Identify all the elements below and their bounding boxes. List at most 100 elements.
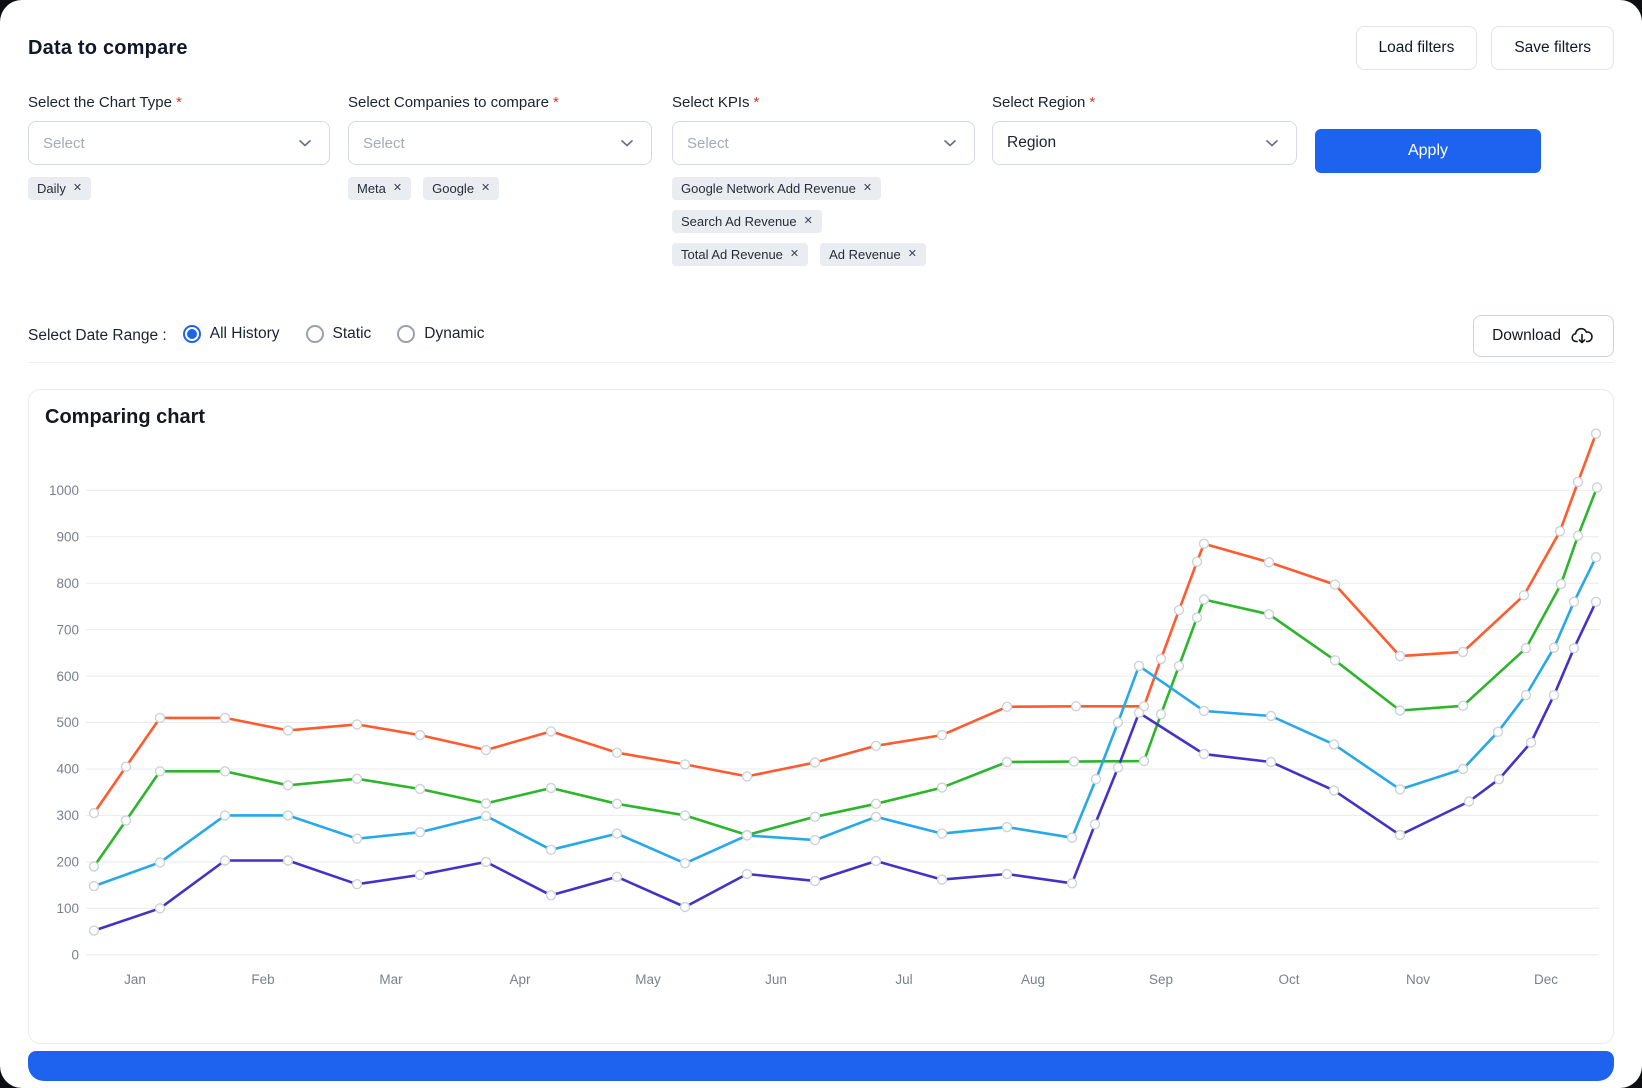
filter-select[interactable]: Select xyxy=(28,121,330,165)
chip-remove-icon[interactable]: ✕ xyxy=(481,183,490,194)
data-point-marker xyxy=(1592,597,1601,606)
data-point-marker xyxy=(1157,654,1166,663)
load-filters-button[interactable]: Load filters xyxy=(1356,26,1478,70)
data-point-marker xyxy=(1396,652,1405,661)
y-axis-tick-label: 100 xyxy=(56,901,79,916)
data-point-marker xyxy=(1265,558,1274,567)
data-point-marker xyxy=(613,872,622,881)
data-point-marker xyxy=(1331,656,1340,665)
filter-chip[interactable]: Ad Revenue✕ xyxy=(820,243,926,266)
data-point-marker xyxy=(743,772,752,781)
chip-remove-icon[interactable]: ✕ xyxy=(863,183,872,194)
filter-chip[interactable]: Total Ad Revenue✕ xyxy=(672,243,808,266)
data-point-marker xyxy=(872,857,881,866)
data-point-marker xyxy=(1396,706,1405,715)
data-point-marker xyxy=(1459,647,1468,656)
data-point-marker xyxy=(284,856,293,865)
data-point-marker xyxy=(1330,740,1339,749)
filter-chip[interactable]: Google✕ xyxy=(423,177,499,200)
data-point-marker xyxy=(482,857,491,866)
save-filters-button[interactable]: Save filters xyxy=(1491,26,1614,70)
radio-unselected-icon[interactable] xyxy=(397,325,415,343)
data-point-marker xyxy=(938,829,947,838)
data-point-marker xyxy=(1135,708,1144,717)
data-point-marker xyxy=(547,727,556,736)
data-point-marker xyxy=(122,816,131,825)
y-axis-tick-label: 400 xyxy=(56,762,79,777)
filter-chip[interactable]: Daily✕ xyxy=(28,177,91,200)
y-axis-tick-label: 200 xyxy=(56,855,79,870)
filter-chip[interactable]: Google Network Add Revenue✕ xyxy=(672,177,881,200)
data-point-marker xyxy=(1396,785,1405,794)
data-point-marker xyxy=(416,785,425,794)
data-point-marker xyxy=(613,748,622,757)
apply-button[interactable]: Apply xyxy=(1315,129,1541,173)
chip-list: Meta✕Google✕ xyxy=(348,177,610,200)
radio-unselected-icon[interactable] xyxy=(306,325,324,343)
chip-label: Meta xyxy=(357,181,386,196)
download-button[interactable]: Download xyxy=(1473,315,1614,357)
data-point-marker xyxy=(1068,879,1077,888)
data-point-marker xyxy=(1175,606,1184,615)
data-point-marker xyxy=(1459,701,1468,710)
data-point-marker xyxy=(221,856,230,865)
radio-option-label: Dynamic xyxy=(424,325,484,343)
data-point-marker xyxy=(1193,557,1202,566)
data-point-marker xyxy=(547,845,556,854)
y-axis-tick-label: 900 xyxy=(56,529,79,544)
series-line-indigo xyxy=(94,602,1596,931)
data-point-marker xyxy=(1200,750,1209,759)
date-range-option-static[interactable]: Static xyxy=(306,325,372,343)
data-point-marker xyxy=(284,811,293,820)
data-point-marker xyxy=(353,880,362,889)
chip-remove-icon[interactable]: ✕ xyxy=(393,183,402,194)
radio-selected-icon[interactable] xyxy=(183,325,201,343)
filter-column-1: Select the Chart Type*SelectDaily✕ xyxy=(28,94,330,200)
filter-chip[interactable]: Meta ✕ xyxy=(348,177,411,200)
chip-remove-icon[interactable]: ✕ xyxy=(908,249,917,260)
date-range-option-all-history[interactable]: All History xyxy=(183,325,280,343)
data-point-marker xyxy=(811,812,820,821)
data-point-marker xyxy=(1267,758,1276,767)
data-point-marker xyxy=(1459,765,1468,774)
data-point-marker xyxy=(221,713,230,722)
data-point-marker xyxy=(1091,820,1100,829)
chip-remove-icon[interactable]: ✕ xyxy=(790,249,799,260)
filter-column-4: Select Region*Region xyxy=(992,94,1297,165)
x-axis-tick-label: May xyxy=(635,972,661,987)
data-point-marker xyxy=(1003,823,1012,832)
required-asterisk: * xyxy=(553,94,559,111)
data-point-marker xyxy=(547,891,556,900)
data-point-marker xyxy=(1135,661,1144,670)
filter-select[interactable]: Select xyxy=(348,121,652,165)
data-point-marker xyxy=(547,784,556,793)
filters-section: Apply Select the Chart Type*SelectDaily✕… xyxy=(28,94,1614,289)
data-point-marker xyxy=(353,720,362,729)
data-point-marker xyxy=(284,726,293,735)
data-point-marker xyxy=(1527,738,1536,747)
filter-column-3: Select KPIs*SelectGoogle Network Add Rev… xyxy=(672,94,975,266)
data-point-marker xyxy=(1592,429,1601,438)
chip-remove-icon[interactable]: ✕ xyxy=(804,216,813,227)
filter-chip[interactable]: Search Ad Revenue✕ xyxy=(672,210,822,233)
data-point-marker xyxy=(221,811,230,820)
required-asterisk: * xyxy=(1089,94,1095,111)
chip-remove-icon[interactable]: ✕ xyxy=(73,183,82,194)
filter-select[interactable]: Region xyxy=(992,121,1297,165)
series-line-green xyxy=(94,488,1597,867)
data-point-marker xyxy=(1574,531,1583,540)
filter-select[interactable]: Select xyxy=(672,121,975,165)
data-point-marker xyxy=(284,781,293,790)
data-point-marker xyxy=(416,731,425,740)
select-placeholder: Select xyxy=(43,135,295,152)
date-range-radio-group: All History Static Dynamic xyxy=(183,325,511,348)
x-axis-tick-label: Mar xyxy=(379,972,403,987)
data-point-marker xyxy=(1114,763,1123,772)
data-point-marker xyxy=(1003,870,1012,879)
data-point-marker xyxy=(613,799,622,808)
date-range-option-dynamic[interactable]: Dynamic xyxy=(397,325,484,343)
data-point-marker xyxy=(1175,661,1184,670)
data-point-marker xyxy=(482,746,491,755)
x-axis-tick-label: Sep xyxy=(1149,972,1173,987)
required-asterisk: * xyxy=(176,94,182,111)
